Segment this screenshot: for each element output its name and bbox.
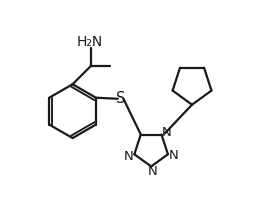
Text: H₂N: H₂N bbox=[77, 35, 103, 49]
Text: N: N bbox=[147, 165, 157, 178]
Text: S: S bbox=[116, 91, 125, 106]
Text: N: N bbox=[161, 126, 171, 139]
Text: N: N bbox=[168, 149, 178, 162]
Text: N: N bbox=[124, 150, 134, 163]
